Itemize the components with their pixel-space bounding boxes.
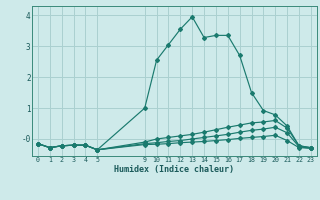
- X-axis label: Humidex (Indice chaleur): Humidex (Indice chaleur): [115, 165, 234, 174]
